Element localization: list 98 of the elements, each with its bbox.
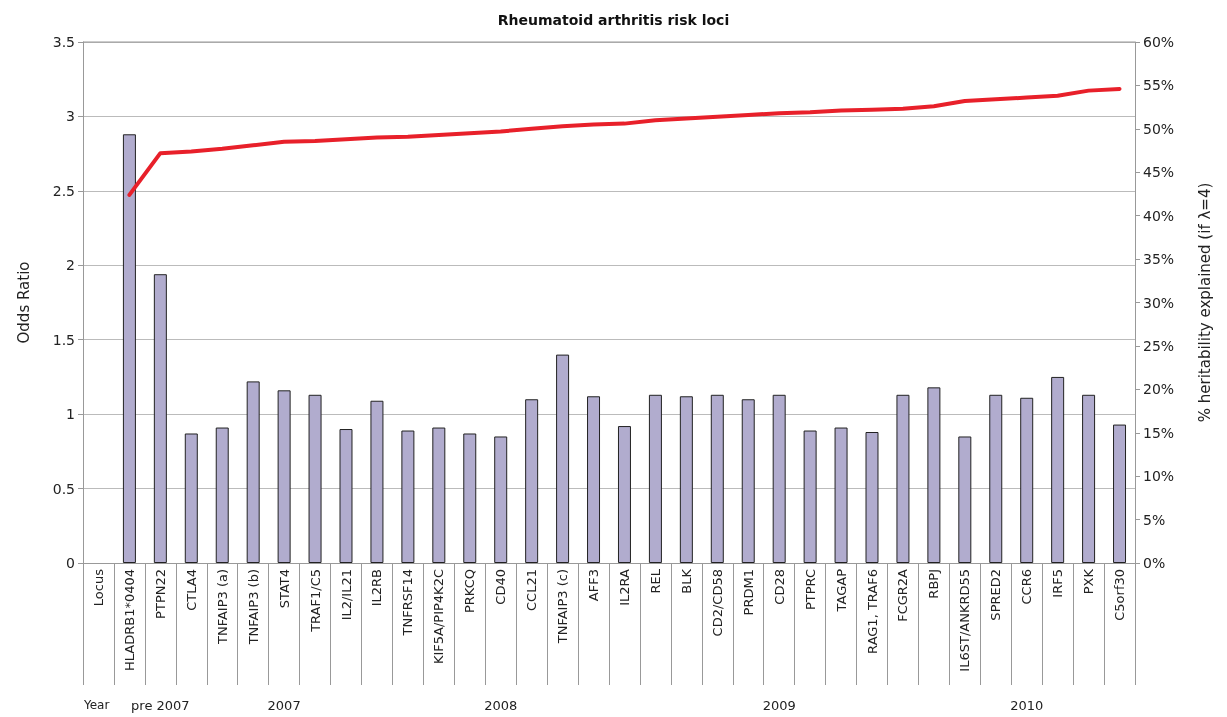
x-tick-label: TNFAIP3 (c)	[555, 569, 571, 645]
bar	[277, 390, 291, 563]
text: 2010	[1010, 697, 1044, 713]
bar	[958, 436, 972, 563]
bar	[989, 394, 1003, 563]
text: pre 2007	[131, 697, 190, 713]
bar	[648, 394, 662, 563]
x-tick-label: TRAF1/C5	[307, 569, 323, 633]
text: 2007	[267, 697, 301, 713]
line-series	[127, 86, 1122, 197]
bar	[401, 430, 415, 563]
y-tick-label: 0.5	[52, 480, 75, 497]
y2-tick-label: 20%	[1143, 381, 1175, 398]
bar	[1082, 394, 1096, 563]
bar	[122, 134, 136, 563]
x-tick-label: CD40	[493, 569, 509, 605]
x-tick-label: PRKCQ	[462, 569, 478, 613]
bar	[153, 274, 167, 563]
x-tick-label: KIF5A/PIP4K2C	[431, 569, 447, 665]
y-axis-title: Odds Ratio	[14, 261, 33, 344]
y2-tick-label: 0%	[1143, 555, 1166, 571]
bar	[339, 429, 353, 563]
x-tick-label: SPRED2	[988, 569, 1004, 621]
x-tick-label: BLK	[678, 568, 694, 594]
y-tick-label: 3	[66, 108, 75, 125]
x-tick-label: TNFAIP3 (a)	[214, 569, 230, 646]
bar	[587, 396, 601, 563]
bar	[865, 432, 879, 563]
bar	[741, 399, 755, 563]
y2-tick-label: 35%	[1143, 251, 1175, 268]
bar	[927, 387, 941, 563]
x-tick-label: C5orf30	[1112, 569, 1128, 621]
bar	[1113, 424, 1127, 563]
bar	[432, 427, 446, 563]
bar	[215, 427, 229, 563]
x-tick-label: IRF5	[1050, 569, 1066, 598]
x-tick-label: TNFRSF14	[400, 569, 416, 637]
x-tick-label: Locus	[90, 568, 106, 607]
x-tick-label: RAG1, TRAF6	[864, 569, 880, 654]
x-tick-label: CD28	[771, 569, 787, 605]
bar	[772, 394, 786, 563]
x-tick-label: CCR6	[1019, 569, 1035, 605]
chart-title: Rheumatoid arthritis risk loci	[497, 12, 730, 28]
text: Year	[83, 698, 110, 712]
bar	[184, 433, 198, 563]
bar	[679, 396, 693, 563]
y2-tick-label: 10%	[1143, 468, 1175, 485]
x-tick-label: TNFAIP3 (b)	[245, 569, 261, 646]
y2-tick-label: 60%	[1143, 34, 1175, 50]
x-tick-label: PTPRC	[802, 569, 818, 611]
bar	[803, 430, 817, 563]
bar	[463, 433, 477, 563]
y2-tick-label: 45%	[1143, 164, 1175, 181]
x-tick-label: RBPJ	[926, 569, 942, 599]
x-tick-label: TAGAP	[833, 568, 849, 613]
y-tick-label: 0	[66, 555, 75, 571]
x-tick-label: IL6ST/ANKRD55	[957, 569, 973, 672]
y-tick-label: 1.5	[52, 331, 75, 348]
y2-tick-label: 30%	[1143, 294, 1175, 311]
x-tick-label: IL2RA	[616, 568, 632, 606]
y2-tick-label: 15%	[1143, 424, 1175, 441]
y2-tick-label: 40%	[1143, 207, 1175, 224]
text: 2008	[484, 697, 518, 713]
bar	[494, 436, 508, 563]
x-tick-label: AFF3	[586, 569, 602, 602]
x-tick-label: IL2/IL21	[338, 569, 354, 621]
x-tick-label: HLADRB1*0404	[121, 569, 137, 672]
x-tick-label: CD2/CD58	[709, 569, 725, 637]
bar	[834, 427, 848, 563]
x-tick-label: IL2RB	[369, 569, 385, 607]
bar	[896, 394, 910, 563]
x-tick-label: CTLA4	[183, 569, 199, 611]
bar	[1051, 376, 1065, 563]
y-tick-label: 3.5	[52, 34, 75, 50]
y2-tick-label: 50%	[1143, 120, 1175, 137]
y2-tick-label: 55%	[1143, 77, 1175, 94]
bar	[525, 399, 539, 563]
y-tick-label: 2	[66, 257, 75, 274]
x-tick-label: CCL21	[524, 569, 540, 611]
text: 2009	[762, 697, 796, 713]
y2-tick-label: 25%	[1143, 337, 1175, 354]
y2-tick-label: 5%	[1143, 511, 1166, 528]
bar	[370, 400, 384, 563]
x-tick-label: STAT4	[276, 569, 292, 609]
x-tick-label: PXK	[1081, 568, 1097, 595]
y-tick-label: 1	[66, 406, 75, 423]
bar	[308, 394, 322, 563]
bar	[1020, 397, 1034, 563]
x-tick-label: PRDM1	[740, 569, 756, 616]
bar	[556, 354, 570, 563]
y-tick-label: 2.5	[52, 182, 75, 199]
x-tick-label: FCGR2A	[895, 568, 911, 622]
bar	[710, 394, 724, 563]
bar	[617, 426, 631, 563]
y2-axis-title: % heritability explained (if λ=4)	[1195, 182, 1214, 423]
x-tick-label: REL	[647, 568, 663, 594]
x-tick-label: PTPN22	[152, 569, 168, 619]
bar	[246, 381, 260, 563]
